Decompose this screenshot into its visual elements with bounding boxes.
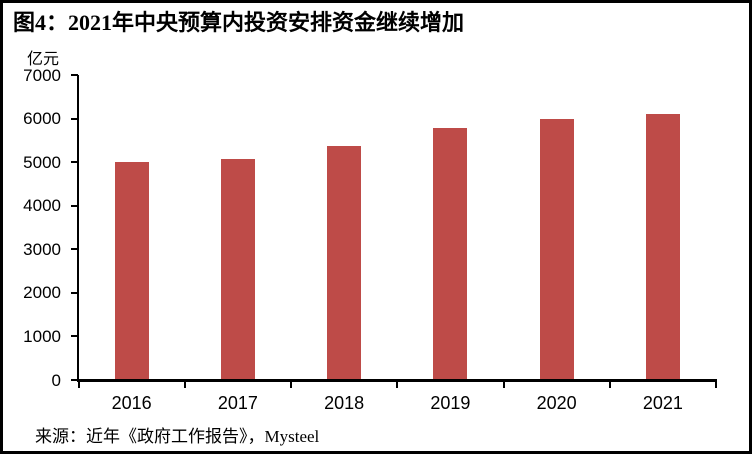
x-axis-line: [77, 379, 717, 382]
x-tick-mark: [290, 382, 292, 388]
y-tick-label: 2000: [23, 283, 61, 303]
y-tick-label: 0: [51, 370, 61, 390]
x-tick-label-2020: 2020: [536, 393, 577, 413]
y-tick-label: 5000: [23, 152, 61, 172]
x-tick-mark: [396, 382, 399, 388]
y-tick-label: 7000: [23, 65, 61, 85]
bar-2020: [539, 118, 574, 380]
y-axis-line: [77, 75, 79, 382]
source-note: 来源：近年《政府工作报告》，Mysteel: [35, 427, 320, 446]
x-tick-label-2018: 2018: [324, 393, 365, 413]
y-tick-label: 4000: [23, 196, 61, 216]
x-tick-label-2016: 2016: [111, 393, 152, 413]
bar-2018: [327, 145, 362, 380]
y-tick-label: 3000: [23, 239, 61, 259]
bar-2019: [433, 128, 468, 380]
y-tick-label: 1000: [23, 326, 61, 346]
x-tick-mark: [183, 382, 186, 388]
x-tick-mark: [715, 382, 717, 388]
x-tick-mark: [608, 382, 611, 388]
y-tick-mark: [71, 248, 78, 251]
y-tick-mark: [71, 204, 78, 207]
x-tick-label-2021: 2021: [642, 393, 683, 413]
y-tick-mark: [71, 161, 78, 164]
bar-2017: [220, 158, 255, 380]
y-tick-mark: [71, 117, 78, 120]
y-tick-mark: [71, 379, 78, 381]
figure-title: 图4：2021年中央预算内投资安排资金继续增加: [13, 10, 465, 35]
bar-2021: [645, 114, 680, 380]
y-tick-mark: [71, 291, 78, 294]
x-tick-mark: [502, 382, 505, 388]
y-axis-unit-label: 亿元: [27, 51, 60, 68]
y-tick-label: 6000: [23, 109, 61, 129]
bar-chart: 0 1000 2000 3000 4000 5000 6000 7000 2016 2017 20…: [3, 3, 749, 451]
x-tick-label-2019: 2019: [430, 393, 471, 413]
x-tick-label-2017: 2017: [217, 393, 258, 413]
y-tick-mark: [71, 74, 78, 76]
bar-2016: [114, 162, 149, 380]
y-tick-mark: [71, 335, 78, 338]
x-tick-mark: [77, 382, 80, 388]
